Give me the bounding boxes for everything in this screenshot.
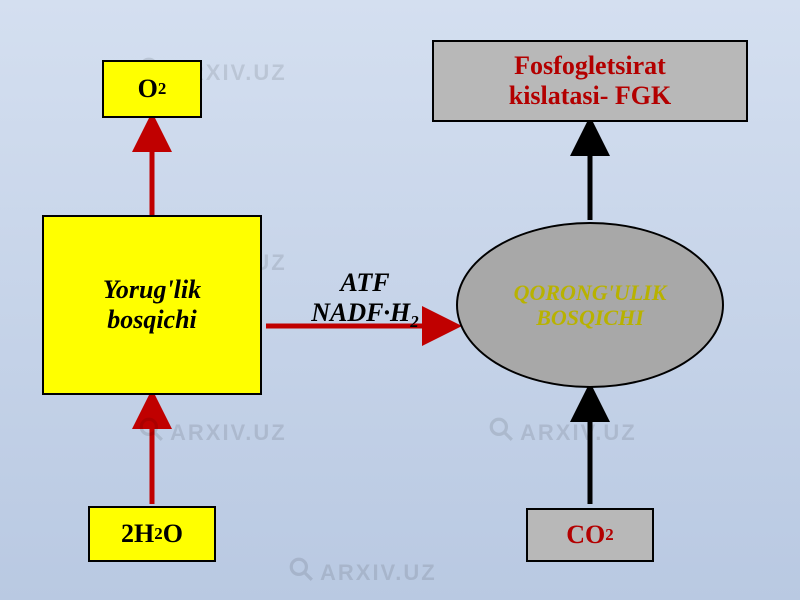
node-dark-stage: QORONG'ULIKBOSQICHI [456,222,724,388]
node-2h2o: 2H2O [88,506,216,562]
node-fgk: Fosfogletsiratkislatasi- FGK [432,40,748,122]
center-label-atf-nadf: ATFNADF·H2 [280,268,450,328]
diagram-canvas: ARXIV.UZARXIV.UZARXIV.UZARXIV.UZARXIV.UZ… [0,0,800,600]
node-o2: O2 [102,60,202,118]
node-light-stage: Yorug'likbosqichi [42,215,262,395]
node-co2: CO2 [526,508,654,562]
